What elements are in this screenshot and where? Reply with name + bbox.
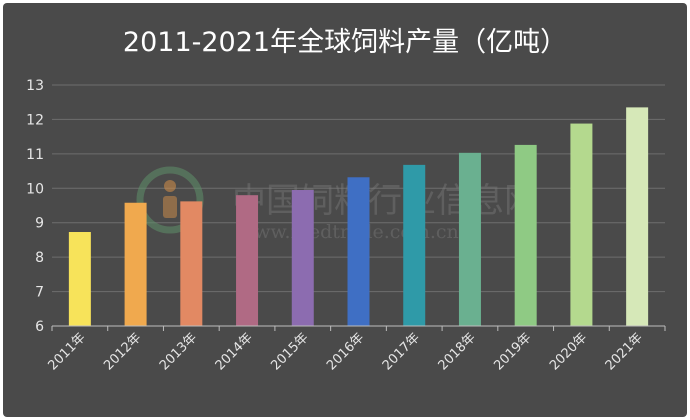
y-tick-label: 11 <box>26 147 44 163</box>
watermark-ring <box>136 166 204 234</box>
y-tick-label: 7 <box>35 285 44 301</box>
watermark-figure <box>163 196 177 218</box>
bar-2012年 <box>124 202 147 326</box>
y-tick-label: 9 <box>35 216 44 232</box>
y-tick-label: 8 <box>35 250 44 266</box>
watermark-line1: 中国饲料行业信息网 <box>232 181 538 221</box>
bar-2017年 <box>403 164 426 326</box>
bar-2018年 <box>458 152 481 326</box>
y-tick-label: 13 <box>26 78 44 94</box>
watermark-logo <box>136 166 204 234</box>
bar-2016年 <box>347 177 370 326</box>
bar-series <box>68 107 649 326</box>
bar-2020年 <box>570 123 593 326</box>
bar-2019年 <box>514 144 537 326</box>
bar-2011年 <box>68 232 91 326</box>
bar-2015年 <box>291 190 314 326</box>
chart-title: 2011-2021年全球饲料产量（亿吨） <box>123 27 567 58</box>
y-tick-label: 10 <box>26 181 44 197</box>
bar-2014年 <box>236 195 259 326</box>
y-axis-ticks: 6 7 8 9 10 11 12 13 <box>26 78 44 335</box>
y-tick-label: 6 <box>35 319 44 335</box>
watermark-dot <box>164 180 176 192</box>
y-tick-label: 12 <box>26 112 44 128</box>
bar-2013年 <box>180 201 203 326</box>
bar-2021年 <box>626 107 649 326</box>
